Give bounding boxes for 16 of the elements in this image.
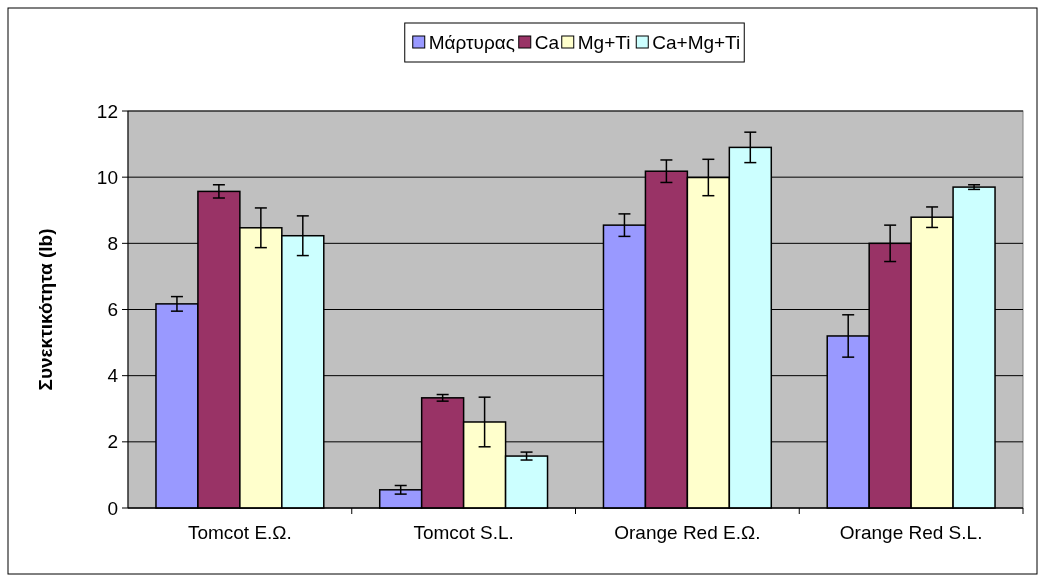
legend-label: Μάρτυρας <box>428 31 515 53</box>
legend-label: Mg+Ti <box>577 31 631 53</box>
y-tick-label: 12 <box>96 100 118 122</box>
y-tick-label: 6 <box>107 299 118 321</box>
y-tick-label: 10 <box>96 166 118 188</box>
legend-label: Ca <box>534 31 560 53</box>
y-tick-label: 2 <box>107 431 118 453</box>
y-axis-title: Συνεκτικότητα (lb) <box>35 228 56 391</box>
y-tick-label: 8 <box>107 232 118 254</box>
x-tick-label: Tomcot Ε.Ω. <box>187 522 292 543</box>
legend-label: Ca+Mg+Ti <box>652 31 741 53</box>
x-tick-label: Tomcot S.L. <box>413 522 514 543</box>
x-tick-label: Orange Red Ε.Ω. <box>614 522 761 543</box>
x-tick-label: Orange Red S.L. <box>839 522 983 543</box>
y-tick-label: 4 <box>107 365 119 387</box>
y-tick-label: 0 <box>107 497 118 519</box>
